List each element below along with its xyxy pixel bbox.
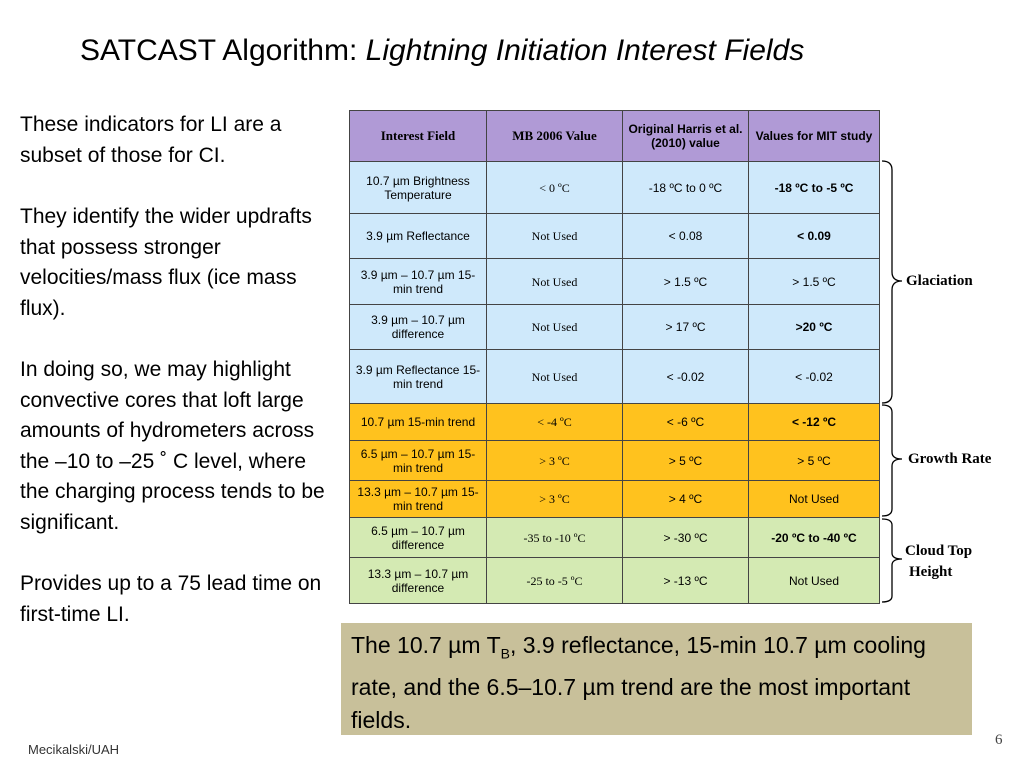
cell-mb: < -4 ºC bbox=[486, 403, 623, 441]
title-italic: Lightning Initiation Interest Fields bbox=[365, 34, 805, 67]
slide-title: SATCAST Algorithm: Lightning Initiation … bbox=[80, 32, 980, 70]
header-mit: Values for MIT study bbox=[748, 110, 880, 162]
cell-mit: < 0.09 bbox=[748, 213, 880, 259]
cell-field: 6.5 µm – 10.7 µm 15-min trend bbox=[349, 440, 487, 481]
cell-mit: Not Used bbox=[748, 480, 880, 518]
cell-field: 13.3 µm – 10.7 µm 15-min trend bbox=[349, 480, 487, 518]
cell-mb: Not Used bbox=[486, 349, 623, 404]
cell-field: 3.9 µm Reflectance 15-min trend bbox=[349, 349, 487, 404]
cell-harris: < -0.02 bbox=[622, 349, 749, 404]
table-header-row: Interest Field MB 2006 Value Original Ha… bbox=[349, 110, 880, 162]
table-row: 10.7 µm 15-min trend < -4 ºC < -6 ºC < -… bbox=[349, 403, 880, 441]
cloud-top-label-1: Cloud Top bbox=[905, 543, 973, 559]
cell-mb: -25 to -5 ºC bbox=[486, 557, 623, 604]
cell-mb: Not Used bbox=[486, 304, 623, 350]
title-main: SATCAST Algorithm: bbox=[80, 34, 366, 67]
cell-harris: > 5 ºC bbox=[622, 440, 749, 481]
callout-subscript: B bbox=[500, 645, 510, 662]
cell-mit: >20 ºC bbox=[748, 304, 880, 350]
header-interest-field: Interest Field bbox=[349, 110, 487, 162]
cell-field: 3.9 µm – 10.7 µm 15-min trend bbox=[349, 258, 487, 305]
table-row: 6.5 µm – 10.7 µm 15-min trend > 3 ºC > 5… bbox=[349, 440, 880, 481]
cloud-top-brace-icon bbox=[881, 518, 903, 603]
growth-rate-brace-icon bbox=[881, 404, 903, 517]
glaciation-label: Glaciation bbox=[906, 273, 973, 289]
header-harris: Original Harris et al. (2010) value bbox=[622, 110, 749, 162]
cell-harris: > -13 ºC bbox=[622, 557, 749, 604]
glaciation-brace-icon bbox=[881, 160, 903, 404]
cell-field: 3.9 µm Reflectance bbox=[349, 213, 487, 259]
cell-field: 10.7 µm 15-min trend bbox=[349, 403, 487, 441]
cell-mb: -35 to -10 ºC bbox=[486, 517, 623, 558]
table-row: 13.3 µm – 10.7 µm difference -25 to -5 º… bbox=[349, 557, 880, 604]
cell-harris: < 0.08 bbox=[622, 213, 749, 259]
table-row: 3.9 µm Reflectance Not Used < 0.08 < 0.0… bbox=[349, 213, 880, 259]
left-text-block: These indicators for LI are a subset of … bbox=[20, 110, 325, 661]
cell-mb: < 0 ºC bbox=[486, 161, 623, 214]
cell-field: 10.7 µm Brightness Temperature bbox=[349, 161, 487, 214]
cell-mit: -18 ºC to -5 ºC bbox=[748, 161, 880, 214]
left-paragraph-4: Provides up to a 75 lead time on first-t… bbox=[20, 572, 322, 626]
cell-harris: > 17 ºC bbox=[622, 304, 749, 350]
table-row: 13.3 µm – 10.7 µm 15-min trend > 3 ºC > … bbox=[349, 480, 880, 518]
page-number: 6 bbox=[995, 732, 1003, 748]
left-paragraph-3: In doing so, we may highlight convective… bbox=[20, 358, 325, 534]
table-row: 10.7 µm Brightness Temperature < 0 ºC -1… bbox=[349, 161, 880, 214]
summary-callout: The 10.7 µm TB, 3.9 reflectance, 15-min … bbox=[341, 623, 972, 735]
header-mb2006: MB 2006 Value bbox=[486, 110, 623, 162]
cell-field: 13.3 µm – 10.7 µm difference bbox=[349, 557, 487, 604]
callout-text-2: , 3.9 reflectance, 15-min 10.7 µm coolin… bbox=[351, 632, 926, 733]
cell-mb: > 3 ºC bbox=[486, 480, 623, 518]
table-row: 6.5 µm – 10.7 µm difference -35 to -10 º… bbox=[349, 517, 880, 558]
cell-mit: < -12 ºC bbox=[748, 403, 880, 441]
table-row: 3.9 µm Reflectance 15-min trend Not Used… bbox=[349, 349, 880, 404]
cell-mit: > 1.5 ºC bbox=[748, 258, 880, 305]
cell-mb: Not Used bbox=[486, 213, 623, 259]
cell-mit: -20 ºC to -40 ºC bbox=[748, 517, 880, 558]
cell-mb: Not Used bbox=[486, 258, 623, 305]
cell-mit: Not Used bbox=[748, 557, 880, 604]
cloud-top-label-2: Height bbox=[909, 564, 953, 580]
cell-harris: > 4 ºC bbox=[622, 480, 749, 518]
cell-harris: > -30 ºC bbox=[622, 517, 749, 558]
cell-field: 6.5 µm – 10.7 µm difference bbox=[349, 517, 487, 558]
cell-harris: -18 ºC to 0 ºC bbox=[622, 161, 749, 214]
table-row: 3.9 µm – 10.7 µm 15-min trend Not Used >… bbox=[349, 258, 880, 305]
footer-credit: Mecikalski/UAH bbox=[28, 742, 120, 757]
table-row: 3.9 µm – 10.7 µm difference Not Used > 1… bbox=[349, 304, 880, 350]
cell-mb: > 3 ºC bbox=[486, 440, 623, 481]
left-paragraph-2: They identify the wider updrafts that po… bbox=[20, 205, 312, 320]
left-paragraph-1: These indicators for LI are a subset of … bbox=[20, 113, 282, 167]
cell-harris: > 1.5 ºC bbox=[622, 258, 749, 305]
interest-fields-table: Interest Field MB 2006 Value Original Ha… bbox=[349, 110, 880, 604]
cell-mit: < -0.02 bbox=[748, 349, 880, 404]
cell-field: 3.9 µm – 10.7 µm difference bbox=[349, 304, 487, 350]
growth-rate-label: Growth Rate bbox=[908, 451, 992, 467]
cell-mit: > 5 ºC bbox=[748, 440, 880, 481]
cell-harris: < -6 ºC bbox=[622, 403, 749, 441]
callout-text-1: The 10.7 µm T bbox=[351, 632, 501, 658]
